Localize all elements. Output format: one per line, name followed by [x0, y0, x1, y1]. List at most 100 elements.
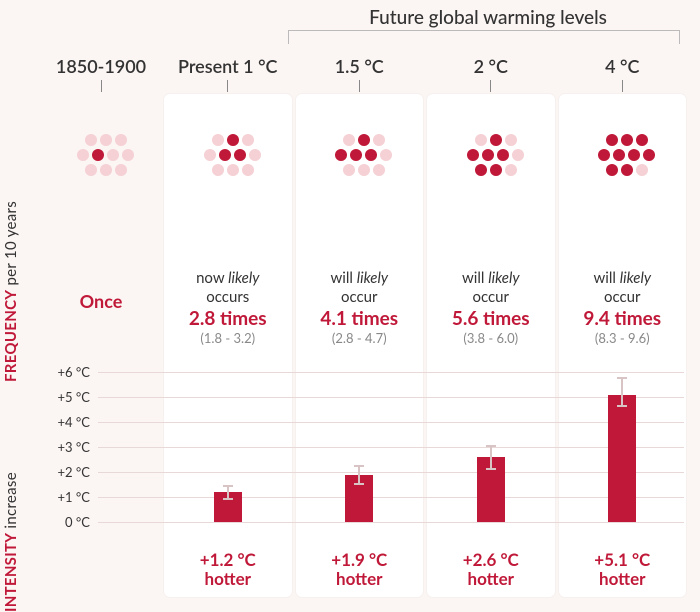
- dot: [122, 149, 134, 161]
- dot: [475, 164, 487, 176]
- dot: [212, 164, 224, 176]
- dot: [598, 149, 610, 161]
- future-heading-wrap: Future global warming levels: [288, 6, 688, 29]
- dot: [92, 149, 104, 161]
- freq-range: (2.8 - 4.7): [300, 330, 420, 346]
- dot-cluster: [192, 134, 264, 206]
- freq-line1: will likely: [563, 269, 683, 288]
- freq-text: will likelyoccur5.6 times(3.8 - 6.0): [431, 269, 551, 347]
- freq-line1: will likely: [300, 269, 420, 288]
- dot: [227, 164, 239, 176]
- dot: [219, 149, 231, 161]
- column-headers: 1850-1900 Present 1 °C 1.5 °C 2 °C 4 °C: [40, 52, 688, 80]
- panels-row: Oncenow likelyoccurs2.8 times(1.8 - 3.2)…: [40, 92, 688, 599]
- dot: [606, 134, 618, 146]
- panel-present_1c: now likelyoccurs2.8 times(1.8 - 3.2) +1.2…: [164, 94, 292, 597]
- dot: [505, 134, 517, 146]
- dot: [373, 164, 385, 176]
- freq-once: Once: [42, 290, 160, 312]
- bracket-line: [288, 30, 680, 31]
- dot-cluster: [586, 134, 658, 206]
- dot: [343, 134, 355, 146]
- freq-times: 2.8 times: [168, 307, 288, 331]
- dot: [373, 134, 385, 146]
- dot: [234, 149, 246, 161]
- col-head-4: 4 °C: [557, 55, 689, 77]
- dot: [107, 149, 119, 161]
- dot: [490, 164, 502, 176]
- panel-2c: will likelyoccur5.6 times(3.8 - 6.0) +2.6…: [427, 94, 555, 597]
- dot: [621, 164, 633, 176]
- dot: [85, 134, 97, 146]
- dot: [482, 149, 494, 161]
- dot: [505, 164, 517, 176]
- freq-line2: occur: [431, 288, 551, 307]
- freq-line1: now likely: [168, 269, 288, 288]
- dot: [636, 164, 648, 176]
- freq-line1: will likely: [431, 269, 551, 288]
- dot: [490, 134, 502, 146]
- dot: [335, 149, 347, 161]
- freq-range: (8.3 - 9.6): [563, 330, 683, 346]
- dot: [606, 164, 618, 176]
- intensity-bottom-label: +5.1 °Chotter: [563, 550, 683, 589]
- dot: [242, 134, 254, 146]
- dot: [497, 149, 509, 161]
- panel-4c: will likelyoccur9.4 times(8.3 - 9.6) +5.1…: [559, 94, 687, 597]
- dot: [85, 164, 97, 176]
- infographic-root: Future global warming levels 1850-1900 P…: [0, 0, 700, 609]
- dot: [77, 149, 89, 161]
- dot: [358, 164, 370, 176]
- freq-times: 4.1 times: [300, 307, 420, 331]
- freq-times: 9.4 times: [563, 307, 683, 331]
- freq-line2: occur: [300, 288, 420, 307]
- dot: [643, 149, 655, 161]
- dot: [227, 134, 239, 146]
- side-labels: FREQUENCY per 10 years INTENSITY increas…: [2, 92, 24, 599]
- freq-line2: occur: [563, 288, 683, 307]
- dot-cluster: [455, 134, 527, 206]
- freq-times: 5.6 times: [431, 307, 551, 331]
- dot: [467, 149, 479, 161]
- dot: [100, 134, 112, 146]
- future-heading: Future global warming levels: [369, 6, 607, 29]
- dot: [115, 164, 127, 176]
- freq-text: will likelyoccur4.1 times(2.8 - 4.7): [300, 269, 420, 347]
- dot: [100, 164, 112, 176]
- dot: [242, 164, 254, 176]
- freq-text: now likelyoccurs2.8 times(1.8 - 3.2): [168, 269, 288, 347]
- dot: [115, 134, 127, 146]
- dot-cluster: [65, 134, 137, 206]
- dot: [628, 149, 640, 161]
- intensity-bottom-label: +1.9 °Chotter: [300, 550, 420, 589]
- dot: [475, 134, 487, 146]
- intensity-bottom-label: +1.2 °Chotter: [168, 550, 288, 589]
- panel-baseline: Once: [42, 94, 160, 597]
- col-head-present: Present 1 °C: [162, 55, 294, 77]
- freq-text: will likelyoccur9.4 times(8.3 - 9.6): [563, 269, 683, 347]
- side-frequency-label: FREQUENCY per 10 years: [2, 92, 20, 382]
- intensity-bottom-label: +2.6 °Chotter: [431, 550, 551, 589]
- dot: [358, 134, 370, 146]
- dot: [249, 149, 261, 161]
- col-head-1-5: 1.5 °C: [294, 55, 426, 77]
- dot: [380, 149, 392, 161]
- panel-1_5c: will likelyoccur4.1 times(2.8 - 4.7) +1.9…: [296, 94, 424, 597]
- freq-range: (1.8 - 3.2): [168, 330, 288, 346]
- dot: [343, 164, 355, 176]
- col-head-2: 2 °C: [425, 55, 557, 77]
- dot: [365, 149, 377, 161]
- dot: [512, 149, 524, 161]
- side-intensity-label: INTENSITY increase: [2, 392, 20, 612]
- dot: [350, 149, 362, 161]
- col-head-baseline: 1850-1900: [40, 55, 162, 77]
- dot: [621, 134, 633, 146]
- freq-line2: occurs: [168, 288, 288, 307]
- dot: [613, 149, 625, 161]
- freq-range: (3.8 - 6.0): [431, 330, 551, 346]
- dot: [204, 149, 216, 161]
- future-bracket: [288, 30, 680, 48]
- dot-cluster: [323, 134, 395, 206]
- dot: [212, 134, 224, 146]
- dot: [636, 134, 648, 146]
